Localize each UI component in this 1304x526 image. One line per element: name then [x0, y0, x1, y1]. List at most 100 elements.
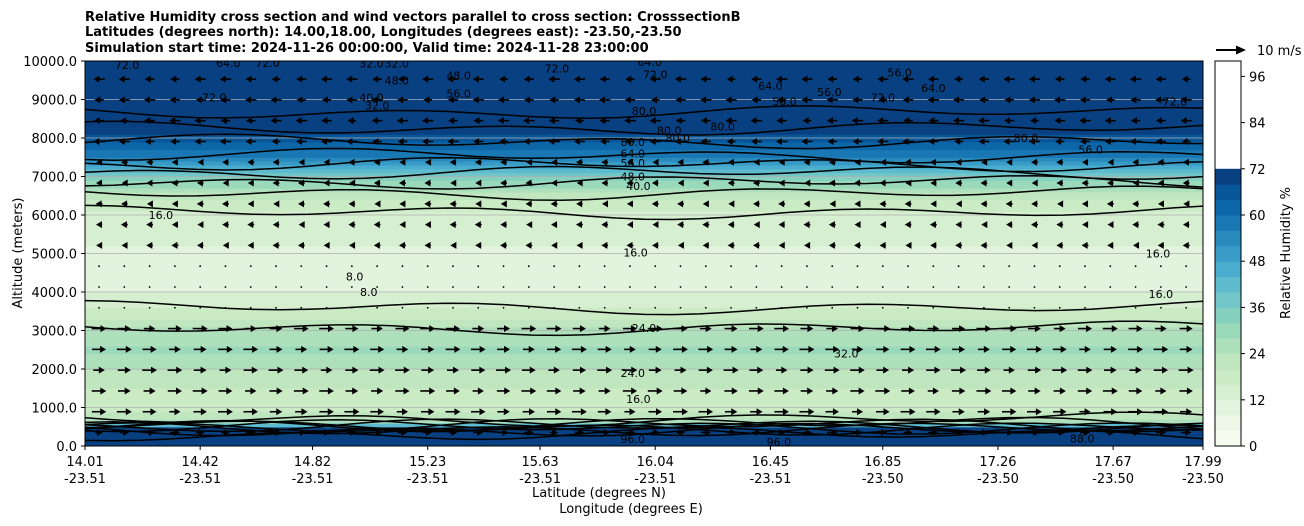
y-tick-label: 7000.0	[32, 171, 78, 186]
wind-vector	[1104, 137, 1116, 145]
rh-band	[85, 430, 1203, 436]
wind-vector	[648, 366, 662, 374]
rh-band	[85, 357, 1203, 362]
wind-vector	[1103, 408, 1118, 416]
wind-vector	[118, 96, 130, 104]
wind-vector	[94, 96, 104, 104]
wind-vector	[195, 96, 205, 104]
wind-vector	[927, 96, 940, 104]
wind-vector	[1008, 265, 1011, 268]
contour-label: 56.0	[621, 157, 646, 170]
wind-vector	[654, 286, 657, 288]
wind-vector	[578, 286, 581, 288]
wind-vector	[979, 96, 989, 104]
wind-vector	[93, 137, 105, 145]
wind-vector	[199, 306, 202, 309]
rh-band	[85, 87, 1203, 93]
wind-vector	[730, 306, 732, 309]
wind-vector	[320, 137, 333, 145]
wind-vector	[1056, 158, 1064, 166]
rh-band	[85, 91, 1203, 97]
wind-vector	[144, 75, 155, 83]
wind-vector	[774, 325, 790, 333]
wind-vector	[499, 75, 508, 83]
wind-vector	[675, 117, 686, 125]
wind-vector	[195, 429, 205, 437]
rh-band	[85, 145, 1203, 151]
contour-line	[85, 175, 1203, 190]
wind-vector	[774, 345, 789, 353]
wind-vector	[470, 345, 486, 353]
contour-label: 64.0	[621, 147, 646, 160]
wind-vector	[148, 286, 151, 288]
wind-vector	[370, 408, 384, 416]
wind-vector	[144, 429, 155, 437]
wind-vector	[473, 429, 484, 437]
wind-vector	[624, 96, 636, 104]
wind-vector	[525, 241, 533, 249]
title-line-1: Relative Humidity cross section and wind…	[85, 10, 741, 25]
wind-vector	[371, 117, 383, 125]
wind-vector	[245, 429, 256, 437]
wind-vector	[856, 306, 859, 309]
wind-vector	[978, 117, 990, 125]
wind-vector	[371, 387, 384, 395]
wind-vector	[981, 221, 988, 229]
wind-vector	[350, 286, 353, 288]
wind-vector	[321, 117, 332, 125]
colorbar-swatch	[1215, 261, 1241, 278]
x-tick-label-lat: 16.45	[752, 455, 789, 470]
wind-vector	[778, 179, 785, 187]
wind-vector	[980, 200, 988, 208]
wind-vector	[474, 158, 482, 166]
wind-vector	[751, 429, 762, 437]
contour-label: 80.0	[621, 136, 646, 149]
wind-vector	[295, 117, 308, 125]
wind-vector	[573, 137, 585, 145]
rh-band	[85, 365, 1203, 370]
wind-vector	[91, 325, 107, 333]
wind-vector	[401, 306, 404, 309]
wind-vector	[452, 265, 454, 268]
wind-vector	[421, 366, 435, 374]
wind-vector	[831, 286, 834, 288]
wind-vector	[677, 200, 684, 208]
wind-vector	[876, 345, 890, 353]
rh-band	[85, 126, 1203, 131]
wind-vector	[549, 96, 559, 104]
wind-vector	[522, 408, 535, 416]
wind-vector	[550, 429, 558, 437]
wind-vector	[602, 200, 609, 208]
wind-vector	[930, 179, 937, 187]
wind-vector	[372, 137, 382, 145]
wind-vector	[497, 345, 511, 353]
wind-vector	[753, 200, 760, 208]
wind-vector	[1001, 408, 1017, 416]
rh-contour-labels: 72.0 64.0 72.072.032.0 32.040.032.048.0 48.0…	[115, 61, 1187, 446]
wind-vector	[753, 241, 760, 249]
wind-vector	[500, 221, 507, 229]
wind-vector	[650, 96, 660, 104]
wind-vector	[603, 286, 606, 288]
wind-vector	[374, 200, 381, 208]
wind-vector	[167, 366, 183, 374]
wind-vector	[1026, 345, 1042, 353]
wind-vector	[826, 96, 838, 104]
wind-vector	[370, 345, 385, 353]
wind-vector	[497, 325, 510, 333]
wind-vector	[828, 158, 836, 166]
wind-vector	[625, 137, 635, 145]
wind-vector	[880, 158, 887, 166]
wind-vector	[91, 408, 107, 416]
wind-vector	[447, 96, 459, 104]
contour-label: 16.0	[623, 247, 648, 260]
x-tick-label-lon: -23.50	[1092, 472, 1134, 487]
wind-vector	[373, 241, 381, 249]
contour-line	[85, 320, 1203, 337]
wind-vector	[698, 345, 714, 353]
wind-vector	[1157, 200, 1164, 208]
wind-vector	[523, 137, 535, 145]
rh-band	[85, 376, 1203, 382]
rh-band	[85, 276, 1203, 282]
wind-vector	[300, 306, 303, 309]
